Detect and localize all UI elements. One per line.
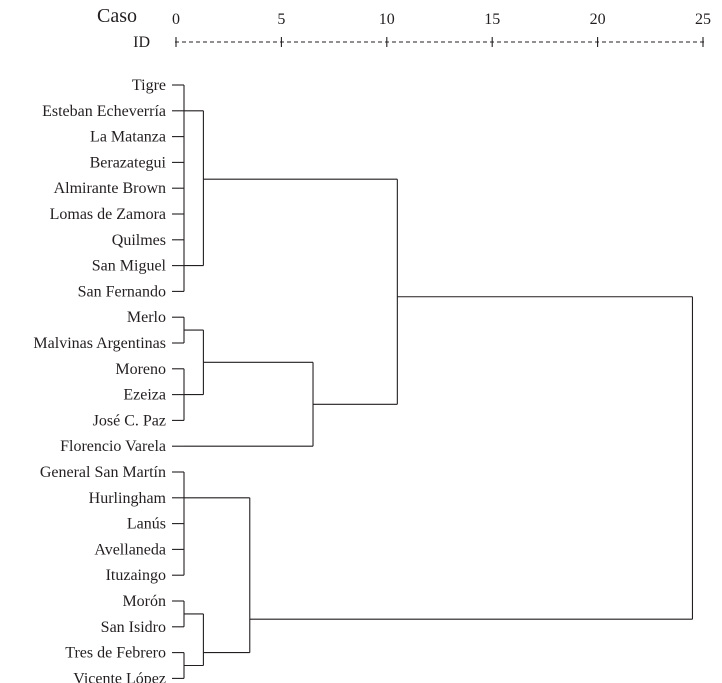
leaf-label: Berazategui (90, 154, 167, 171)
y-axis-title: ID (133, 34, 150, 51)
leaf-label: Vicente López (73, 670, 166, 683)
leaf-labels: Tigre Esteban Echeverría La Matanza Berazat… (33, 77, 166, 683)
leaf-label: José C. Paz (93, 412, 166, 429)
leaf-label: Moreno (115, 361, 166, 378)
leaf-label: Quilmes (112, 232, 166, 249)
leaf-label: Ezeiza (123, 387, 166, 404)
leaf-label: San Isidro (101, 619, 166, 636)
leaf-label: Lanús (127, 516, 166, 533)
leaf-label: Lomas de Zamora (50, 206, 166, 223)
leaf-label: General San Martín (40, 464, 166, 481)
dendrogram-links (172, 84, 694, 679)
tick-label: 15 (484, 11, 500, 28)
tick-label: 20 (590, 11, 606, 28)
leaf-label: Esteban Echeverría (42, 103, 166, 120)
leaf-label: Malvinas Argentinas (33, 335, 166, 352)
leaf-label: San Miguel (92, 258, 167, 275)
x-axis-title: Caso (97, 5, 137, 27)
leaf-label: Almirante Brown (54, 180, 166, 197)
tick-label: 25 (695, 11, 711, 28)
leaf-label: La Matanza (90, 129, 166, 146)
leaf-label: San Fernando (78, 283, 166, 300)
tick-label: 0 (172, 11, 180, 28)
tick-label: 5 (277, 11, 285, 28)
leaf-label: Ituzaingo (106, 567, 166, 584)
tick-label: 10 (379, 11, 395, 28)
axis-ticks: 0 5 10 15 20 25 (172, 11, 711, 47)
leaf-label: Florencio Varela (60, 438, 166, 455)
leaf-label: Morón (122, 593, 166, 610)
leaf-label: Hurlingham (89, 490, 167, 507)
leaf-label: Tres de Febrero (65, 645, 166, 662)
leaf-label: Avellaneda (94, 541, 166, 558)
leaf-label: Tigre (132, 77, 166, 94)
leaf-label: Merlo (127, 309, 166, 326)
